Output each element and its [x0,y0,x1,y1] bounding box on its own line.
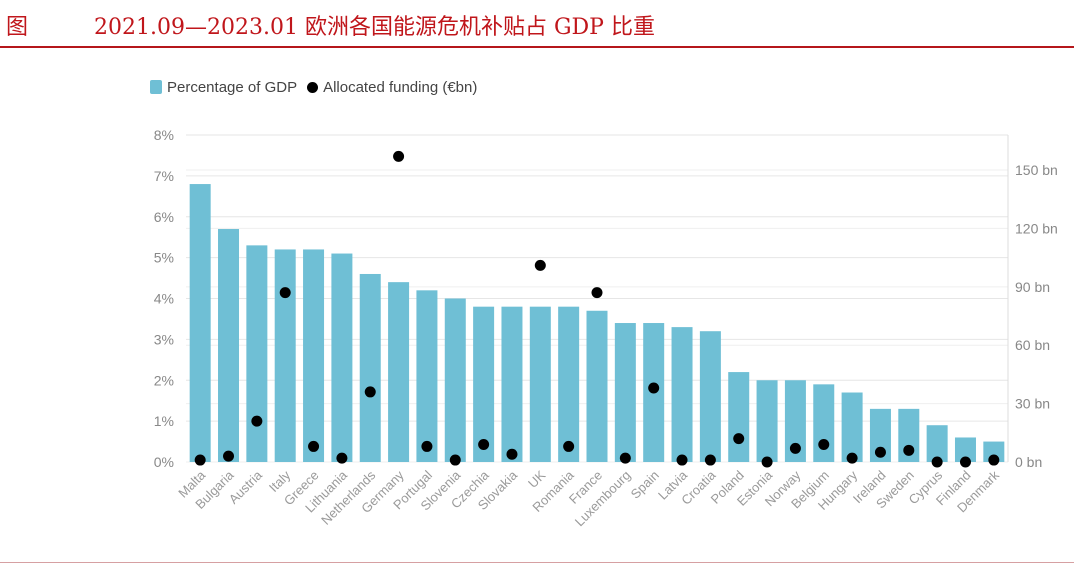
bar-slovakia [501,306,523,462]
legend-label-gdp: Percentage of GDP [167,78,298,96]
bar-latvia [671,327,693,462]
figure-label: 图 [6,15,29,40]
bar-france [586,310,608,462]
funding-dot-denmark [988,454,1000,466]
funding-dot-latvia [676,454,688,466]
bar-austria [246,245,268,462]
funding-dot-norway [789,442,801,454]
y-left-tick-label: 2% [154,372,174,388]
funding-dot-austria [251,415,263,427]
y-right-tick-label: 30 bn [1015,396,1050,412]
bar-slovenia [444,298,466,462]
bar-romania [558,306,580,462]
funding-dot-bulgaria [223,450,235,462]
bar-greece [303,249,325,462]
funding-dot-czechia [478,438,490,450]
bar-denmark [983,441,1005,462]
y-left-tick-label: 3% [154,331,174,347]
bar-norway [784,380,806,462]
y-right-tick-label: 90 bn [1015,279,1050,295]
y-left-tick-label: 7% [154,168,174,184]
legend-dot-swatch [307,81,319,93]
funding-dot-poland [733,433,745,445]
legend-item-funding: Allocated funding (€bn) [307,79,477,96]
x-tick-label: Austria [226,467,266,507]
y-left-tick-label: 1% [154,413,174,429]
funding-dot-netherlands [364,386,376,398]
bar-uk [529,306,551,462]
funding-dot-hungary [846,452,858,464]
x-tick-label: Spain [628,468,662,502]
bar-estonia [756,380,778,462]
header-divider [0,46,1074,48]
funding-dot-cyprus [931,456,943,468]
y-left-tick-label: 8% [154,127,174,143]
funding-dot-luxembourg [619,452,631,464]
bottom-divider [0,562,1074,563]
bar-portugal [416,290,438,462]
y-left-tick-label: 4% [154,291,174,307]
figure-header: 图 2021.09—2023.01 欧洲各国能源危机补贴占 GDP 比重 [0,0,1074,48]
funding-dot-greece [308,440,320,452]
funding-dot-lithuania [336,452,348,464]
bar-ireland [869,408,891,462]
bar-luxembourg [614,323,636,462]
bar-bulgaria [218,229,240,462]
chart-legend: Percentage of GDP Allocated funding (€bn… [150,76,487,98]
bar-italy [274,249,296,462]
y-right-tick-label: 0 bn [1015,454,1042,470]
funding-dot-spain [648,382,660,394]
bar-poland [728,372,750,462]
legend-label-funding: Allocated funding (€bn) [323,78,478,96]
funding-dot-france [591,287,603,299]
y-left-tick-label: 6% [154,209,174,225]
funding-dot-romania [563,440,575,452]
bar-czechia [473,306,495,462]
bar-croatia [699,331,721,462]
legend-bar-swatch [150,80,162,94]
bar-belgium [813,384,835,462]
funding-dot-slovakia [506,448,518,460]
funding-dot-ireland [874,446,886,458]
funding-dot-malta [194,454,206,466]
funding-dot-italy [279,287,291,299]
funding-dot-slovenia [449,454,461,466]
bar-finland [954,437,976,462]
funding-dot-estonia [761,456,773,468]
y-right-tick-label: 60 bn [1015,337,1050,353]
y-left-tick-label: 0% [154,454,174,470]
bar-netherlands [359,273,381,462]
funding-dot-sweden [903,444,915,456]
funding-dot-finland [959,456,971,468]
bar-germany [388,282,410,462]
bar-malta [189,184,211,463]
bar-cyprus [926,425,948,462]
funding-dot-uk [534,259,546,271]
bar-lithuania [331,253,353,462]
legend-item-gdp: Percentage of GDP [150,79,297,96]
y-left-tick-label: 5% [154,250,174,266]
y-right-tick-label: 150 bn [1015,162,1058,178]
figure-title: 2021.09—2023.01 欧洲各国能源危机补贴占 GDP 比重 [94,15,655,40]
bar-hungary [841,392,863,462]
funding-dot-germany [393,150,405,162]
y-right-tick-label: 120 bn [1015,220,1058,236]
funding-dot-croatia [704,454,716,466]
funding-dot-belgium [818,438,830,450]
funding-dot-portugal [421,440,433,452]
